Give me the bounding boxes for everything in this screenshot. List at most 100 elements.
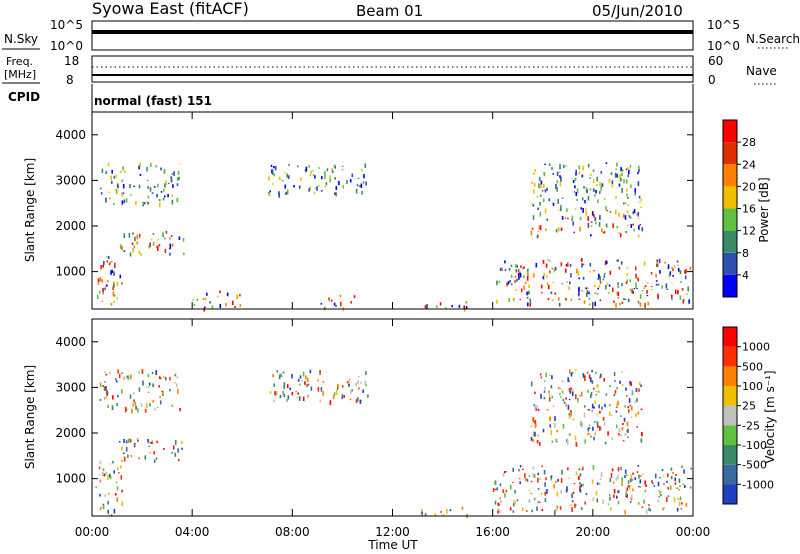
velocity-cell [675,474,677,476]
velocity-cell [560,396,562,398]
velocity-cell [599,376,601,379]
power-cell [628,169,630,175]
power-cell [630,184,632,188]
power-cell [629,279,631,283]
power-cell [581,174,584,178]
velocity-cell [582,374,585,378]
power-colorbar-segment [723,142,737,165]
power-cell [309,186,311,191]
velocity-cell [153,459,156,463]
power-cell [147,195,150,199]
velocity-cell [644,480,646,485]
power-cell [552,281,554,283]
power-cell [671,294,673,298]
velocity-cell [637,464,640,467]
velocity-cell [676,487,679,489]
velocity-cell [542,428,545,433]
power-cell [445,307,447,310]
power-cell [554,292,557,295]
velocity-cell [138,387,141,392]
power-cell [594,292,597,294]
velocity-cell [172,445,175,450]
velocity-cell [149,403,151,407]
velocity-cell [575,394,577,400]
power-cell [597,199,599,204]
velocity-y-tick-label: 3000 [55,380,86,394]
velocity-cell [565,397,567,400]
power-cell [601,183,603,187]
velocity-cell [298,396,301,401]
power-cell [339,294,342,297]
power-cell [131,242,134,245]
velocity-cell [559,393,561,396]
velocity-cell [616,387,618,390]
power-cell [588,291,590,294]
power-cell [169,237,171,240]
velocity-cell [636,398,638,402]
velocity-cell [514,501,516,505]
power-cell [687,286,689,292]
power-cell [581,290,583,292]
power-cell [623,179,625,184]
power-cell [561,197,564,199]
power-cell [582,276,585,280]
velocity-cell [530,480,533,483]
velocity-cell [554,416,556,421]
beam-label: Beam 01 [356,2,423,20]
power-cell [219,290,221,293]
velocity-cell [551,395,553,399]
velocity-cell [613,494,615,498]
velocity-cell [660,494,662,496]
power-cell [341,169,344,171]
power-cell [510,283,513,286]
velocity-cell [617,474,619,480]
velocity-cell [291,391,294,396]
velocity-cell [556,505,559,510]
power-cell [353,295,356,298]
velocity-cell [630,416,633,418]
velocity-cell [286,399,288,402]
power-cell [236,294,238,300]
velocity-cell [657,489,660,492]
velocity-cell [678,489,681,491]
power-cell [119,274,122,279]
velocity-cell [554,510,556,516]
velocity-cell [123,438,125,443]
velocity-cell [155,370,157,375]
power-cell [634,192,637,196]
velocity-cell [584,501,586,505]
velocity-cell [556,429,559,433]
velocity-cell [683,469,685,474]
power-cell [136,234,139,240]
power-cell [577,271,580,276]
velocity-cell [679,496,682,501]
velocity-cell [667,486,669,490]
power-cell [125,198,128,203]
power-cell [559,181,562,187]
power-cell [669,271,672,276]
power-colorbar-tick-label: 20 [742,180,756,193]
power-cell [571,215,574,219]
velocity-cell [590,391,593,396]
velocity-cell [634,400,637,404]
power-cell [142,201,144,207]
velocity-cell [640,408,643,411]
power-cell [594,217,597,221]
velocity-cell [568,387,571,392]
velocity-cell [125,440,128,444]
power-cell [617,259,619,262]
power-cell [108,262,111,266]
power-cell [677,267,680,272]
velocity-cell [273,399,275,403]
velocity-cell [174,452,177,457]
velocity-cell [677,498,680,500]
power-cell [674,289,677,294]
power-cell [309,173,312,177]
power-cell [560,227,563,231]
velocity-cell [130,455,133,458]
velocity-cell [592,426,594,431]
power-cell [684,270,686,274]
power-cell [146,166,148,172]
velocity-cell [622,440,625,442]
